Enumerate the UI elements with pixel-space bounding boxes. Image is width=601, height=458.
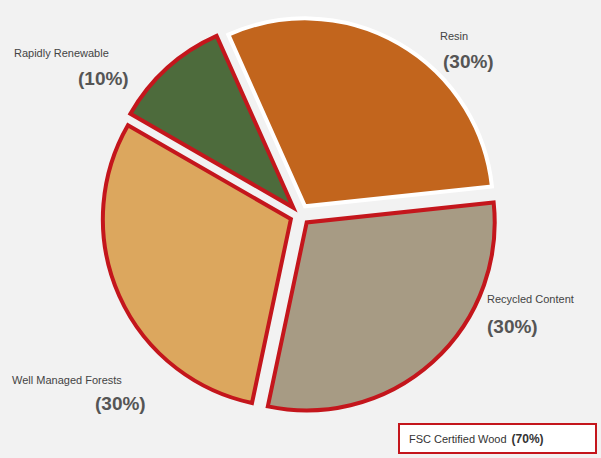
pie-slice — [268, 203, 495, 411]
annotation: FSC Certified Wood (70%) — [399, 424, 596, 453]
slice-label: Resin — [440, 30, 468, 42]
slice-label: Well Managed Forests — [12, 374, 122, 386]
chart: Resin (30%) Recycled Content (30%) Well Mana… — [0, 0, 601, 458]
data-label: (30%) — [487, 316, 538, 337]
annotation-value: (70%) — [512, 432, 544, 446]
annotation-text: FSC Certified Wood — [409, 433, 507, 445]
data-label: (10%) — [78, 68, 129, 89]
background — [0, 0, 601, 458]
pie-slice — [130, 36, 293, 208]
slice-label: Rapidly Renewable — [14, 47, 109, 59]
data-label: (30%) — [95, 393, 146, 414]
annotation-text: FSC Certified Wood (70%) — [409, 432, 544, 446]
data-label: (30%) — [443, 51, 494, 72]
annotation-box — [399, 424, 596, 453]
pie — [103, 18, 495, 410]
slice-label: Recycled Content — [487, 293, 574, 305]
